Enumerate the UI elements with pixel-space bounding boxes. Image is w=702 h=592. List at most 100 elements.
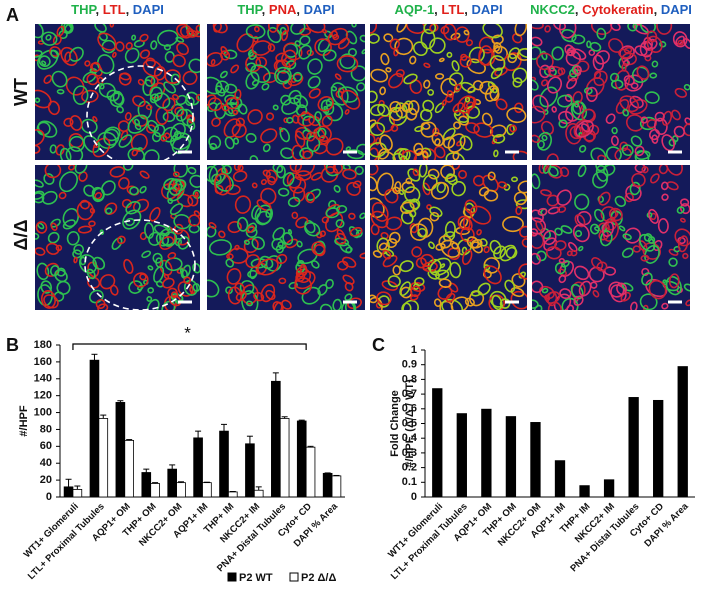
tubule	[49, 46, 61, 58]
tubule	[296, 240, 303, 248]
tubule	[281, 299, 292, 310]
bar	[530, 422, 541, 497]
tubule	[410, 223, 428, 241]
tubule	[97, 303, 109, 310]
tubule	[268, 24, 279, 33]
bar	[677, 366, 688, 497]
tubule	[35, 24, 44, 39]
tubule	[173, 165, 189, 178]
tubule	[370, 90, 378, 104]
significance-bracket	[72, 343, 307, 350]
tubule	[163, 44, 171, 51]
tubule	[511, 176, 518, 183]
tubule	[321, 115, 333, 127]
micrograph	[370, 24, 527, 160]
tubule	[54, 269, 68, 283]
tubule	[401, 181, 415, 194]
header-part: ,	[434, 2, 441, 17]
tubule	[253, 291, 265, 302]
tubule	[237, 216, 249, 232]
tubule	[247, 222, 258, 233]
tubule	[151, 131, 162, 143]
tubule	[537, 207, 548, 217]
tubule	[632, 245, 641, 253]
tubule	[345, 246, 353, 254]
tubule	[570, 283, 584, 300]
tubule	[571, 34, 586, 45]
tubule	[65, 146, 84, 160]
tubule	[478, 186, 490, 197]
tubule	[139, 170, 150, 179]
tubule	[622, 233, 632, 241]
tubule	[438, 278, 452, 288]
tubule	[569, 68, 579, 78]
tubule	[91, 61, 101, 72]
tubule	[287, 196, 301, 208]
tubule	[91, 186, 105, 201]
tubule	[176, 42, 189, 56]
tubule	[211, 173, 222, 184]
tubule	[370, 165, 379, 176]
header-part: ,	[126, 2, 133, 17]
tubule	[640, 254, 650, 262]
tubule	[298, 44, 312, 60]
tubule	[238, 103, 248, 115]
tubule	[215, 80, 230, 94]
tubule	[143, 149, 160, 160]
tubule	[361, 48, 365, 55]
tubule	[254, 204, 273, 226]
medulla-outline	[84, 219, 196, 310]
tubule	[592, 289, 600, 298]
tubule	[497, 181, 508, 189]
tubule	[466, 236, 480, 249]
tubule	[51, 70, 68, 88]
tubule	[556, 189, 572, 206]
tubule	[251, 182, 258, 189]
tubule	[452, 151, 460, 160]
tubule	[625, 184, 642, 201]
tubule	[449, 261, 462, 279]
tubule	[182, 70, 198, 86]
tubule	[614, 195, 627, 208]
tubule	[648, 208, 659, 224]
tubule	[590, 24, 613, 35]
tubule	[35, 49, 43, 58]
tubule	[337, 37, 350, 50]
tubule	[547, 206, 561, 215]
tubule	[442, 136, 456, 149]
tubule	[510, 287, 525, 298]
tubule	[292, 71, 303, 82]
tubule	[551, 46, 564, 61]
tubule	[260, 178, 267, 186]
tubule	[159, 236, 175, 250]
tubule	[608, 281, 625, 298]
tubule	[106, 89, 120, 102]
tubule	[428, 241, 435, 250]
tubule	[590, 281, 598, 289]
tubule	[265, 208, 272, 218]
tubule	[131, 148, 139, 157]
tubule	[469, 205, 492, 225]
tubule	[470, 290, 482, 297]
tubule	[370, 296, 383, 310]
tubule	[219, 70, 228, 79]
tubule	[599, 230, 613, 247]
tubule	[68, 133, 84, 149]
tubule	[426, 204, 432, 210]
tubule	[342, 165, 351, 171]
tubule	[595, 165, 607, 172]
tubule	[512, 150, 527, 160]
tubule	[317, 284, 328, 296]
tubule	[539, 86, 558, 108]
tubule	[246, 225, 255, 234]
tubule	[630, 301, 638, 310]
tubule	[532, 24, 544, 30]
tubule	[370, 68, 389, 83]
tubule	[509, 124, 517, 133]
tubule	[162, 126, 179, 143]
tubule	[458, 115, 469, 126]
tubule	[137, 78, 145, 86]
tubule	[225, 258, 235, 268]
tubule	[227, 286, 243, 305]
tubule	[622, 108, 630, 117]
